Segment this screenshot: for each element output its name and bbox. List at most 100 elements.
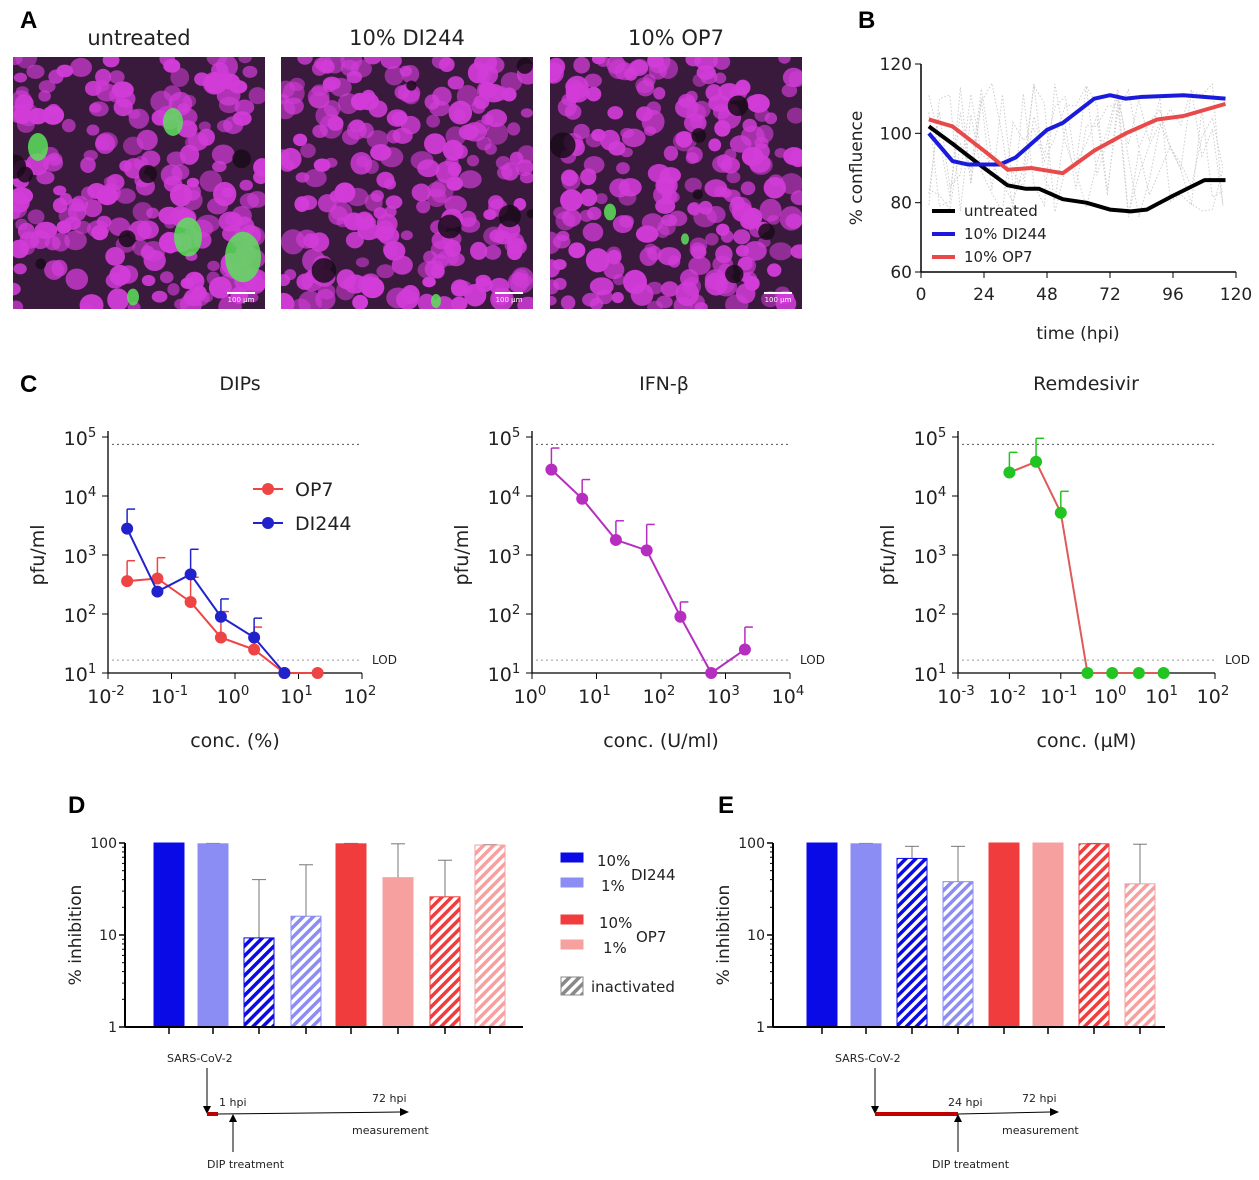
infected-cell: [163, 108, 183, 136]
nucleus: [346, 187, 369, 207]
nucleus: [553, 206, 570, 219]
legend-label: DI244: [295, 513, 352, 535]
timeline-end-label: measurement: [1002, 1124, 1079, 1137]
legend-label: OP7: [295, 479, 334, 501]
x-tick-label: 10-2: [989, 684, 1026, 708]
x-tick-label: 101: [280, 684, 313, 708]
data-point: [1054, 506, 1067, 519]
nucleus: [242, 65, 258, 78]
tick-base: 10: [64, 428, 88, 450]
nucleus: [109, 70, 125, 84]
lod-label: LOD: [800, 653, 825, 667]
nucleus: [364, 159, 379, 174]
y-tick-label: 1: [108, 1020, 117, 1036]
nucleus: [380, 57, 402, 70]
x-tick-label: 0: [916, 285, 927, 305]
nucleus: [304, 168, 327, 188]
vacuole: [138, 164, 157, 184]
nucleus: [317, 283, 336, 300]
nucleus: [84, 80, 102, 96]
nucleus: [726, 171, 741, 184]
tick-base: 10: [643, 686, 667, 708]
bar: [988, 842, 1020, 1028]
nucleus: [213, 181, 237, 207]
nucleus: [327, 116, 344, 131]
vacuole: [406, 80, 417, 91]
nucleus: [163, 215, 177, 229]
x-axis-label: conc. (%): [190, 730, 280, 752]
y-tick-label: 120: [880, 55, 912, 75]
nucleus: [91, 225, 109, 241]
data-point: [1081, 667, 1094, 679]
tick-exponent: 2: [88, 603, 96, 618]
nucleus: [704, 269, 727, 290]
chart-title: Remdesivir: [1033, 373, 1139, 395]
tick-base: 10: [151, 686, 175, 708]
tick-base: 10: [1040, 686, 1064, 708]
timeline-t2-label: 72 hpi: [372, 1092, 407, 1105]
tick-exponent: 4: [796, 684, 804, 699]
nucleus: [400, 230, 413, 241]
nucleus: [122, 136, 144, 156]
nucleus: [453, 144, 468, 159]
nucleus: [171, 164, 190, 180]
tick-base: 10: [914, 605, 938, 627]
nucleus: [459, 217, 481, 233]
nucleus: [417, 260, 442, 280]
tick-base: 10: [344, 686, 368, 708]
tick-base: 10: [217, 686, 241, 708]
legend-swatch: [560, 976, 584, 996]
x-axis-label: conc. (U/ml): [603, 730, 719, 752]
lod-label: LOD: [372, 653, 397, 667]
x-tick-label: 101: [1145, 684, 1178, 708]
y-axis-label: pfu/ml: [451, 525, 473, 586]
y-tick-label: 102: [64, 603, 97, 627]
nucleus: [95, 137, 110, 151]
vacuole: [17, 166, 33, 183]
nucleus: [385, 195, 403, 209]
tick-base: 10: [280, 686, 304, 708]
timeline-arrow: [957, 1111, 1051, 1115]
legend-group-label: OP7: [636, 928, 666, 946]
tick-exponent: 1: [304, 684, 312, 699]
y-tick-label: 105: [64, 426, 97, 450]
nucleus: [391, 111, 408, 126]
chart-E: 1 10 100 % inhibition SARS-CoV-2 DIP treatmen…: [714, 836, 1165, 1171]
nucleus: [169, 183, 193, 207]
legend-label: inactivated: [591, 978, 675, 996]
series-line-2: [928, 101, 1227, 176]
nucleus: [635, 225, 659, 243]
x-tick-label: 10-1: [151, 684, 188, 708]
nucleus: [322, 76, 341, 91]
micrograph-title: 10% OP7: [628, 26, 724, 50]
timeline-infection-label: SARS-CoV-2: [835, 1052, 901, 1065]
nucleus: [354, 212, 374, 231]
nucleus: [753, 143, 770, 160]
x-tick-label: 10-2: [87, 684, 124, 708]
nucleus: [715, 223, 730, 236]
nucleus: [151, 290, 168, 303]
scale-bar-label: 100 µm: [496, 296, 523, 304]
y-tick-label: 80: [890, 194, 912, 214]
nucleus: [623, 269, 647, 295]
nucleus: [631, 58, 649, 74]
bar: [197, 843, 229, 1028]
nucleus: [281, 292, 295, 309]
nucleus: [105, 247, 125, 266]
nucleus: [573, 123, 590, 140]
nucleus: [646, 281, 663, 295]
nucleus: [684, 177, 702, 193]
nucleus: [115, 188, 136, 204]
timeline-treatment-label: DIP treatment: [932, 1158, 1010, 1171]
tick-base: 10: [87, 686, 111, 708]
timeline-t2-label: 72 hpi: [1022, 1092, 1057, 1105]
nucleus: [573, 57, 591, 74]
nucleus: [355, 257, 370, 268]
nucleus: [477, 69, 492, 83]
nucleus: [391, 255, 413, 275]
tick-exponent: 1: [602, 684, 610, 699]
timeline-treatment-label: DIP treatment: [207, 1158, 285, 1171]
legend-label: 10% OP7: [964, 248, 1033, 266]
nucleus: [747, 93, 770, 113]
